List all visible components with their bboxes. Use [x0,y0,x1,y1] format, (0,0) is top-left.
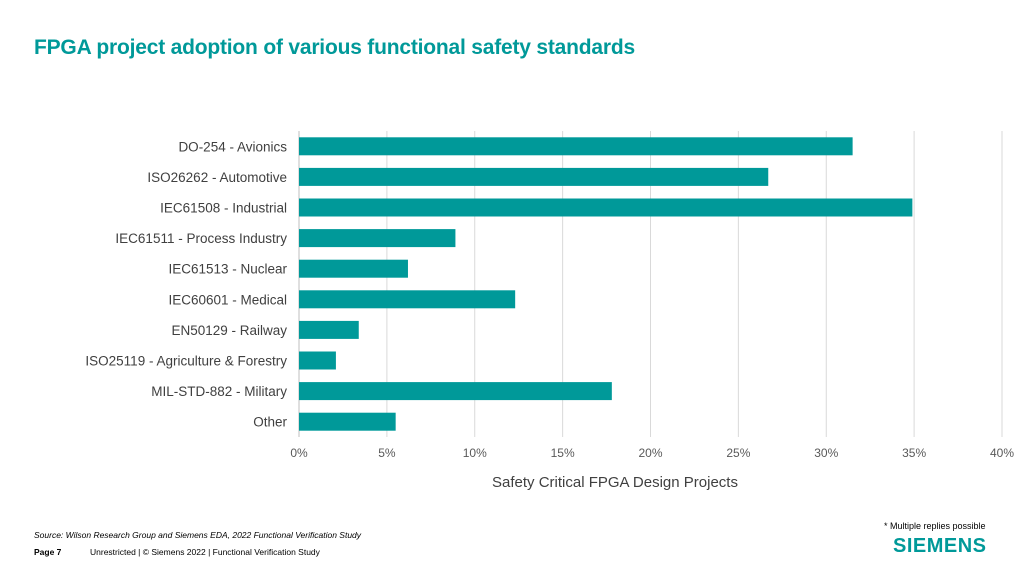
bar [299,412,396,431]
x-tick-label: 0% [290,446,308,460]
category-label: EN50129 - Railway [171,323,287,338]
page-number: Page 7 [34,547,62,557]
x-tick-label: 5% [378,446,396,460]
footer-text: Unrestricted | © Siemens 2022 | Function… [90,547,320,557]
category-label: ISO25119 - Agriculture & Forestry [85,354,287,369]
bar [299,320,359,339]
bar [299,198,913,217]
x-tick-label: 15% [551,446,575,460]
bar [299,167,769,186]
category-label: IEC61508 - Industrial [160,201,287,216]
x-tick-label: 10% [463,446,487,460]
bars [299,137,913,431]
category-label: Other [253,415,287,430]
category-label: MIL-STD-882 - Military [151,384,287,399]
category-label: IEC60601 - Medical [168,292,287,307]
source-text: Source: Wilson Research Group and Siemen… [34,530,362,540]
x-tick-label: 20% [638,446,662,460]
bar [299,137,853,156]
x-axis-label: Safety Critical FPGA Design Projects [492,474,738,491]
category-label: IEC61513 - Nuclear [168,262,287,277]
bar [299,229,456,248]
bar [299,382,612,401]
x-tick-label: 25% [726,446,750,460]
bar [299,259,408,278]
x-tick-label: 40% [990,446,1014,460]
x-tick-labels: 0% 5% 10% 15% 20% 25% 30% 35% 40% [290,446,1014,460]
footnote: * Multiple replies possible [884,521,986,531]
bar [299,351,336,370]
bar [299,290,516,309]
category-label: DO-254 - Avionics [178,139,287,154]
siemens-logo: SIEMENS [893,535,987,557]
category-label: ISO26262 - Automotive [147,170,287,185]
x-tick-label: 30% [814,446,838,460]
x-tick-label: 35% [902,446,926,460]
category-labels: DO-254 - Avionics ISO26262 - Automotive IE… [85,139,287,429]
category-label: IEC61511 - Process Industry [115,231,287,246]
slide-title: FPGA project adoption of various functio… [34,36,635,59]
